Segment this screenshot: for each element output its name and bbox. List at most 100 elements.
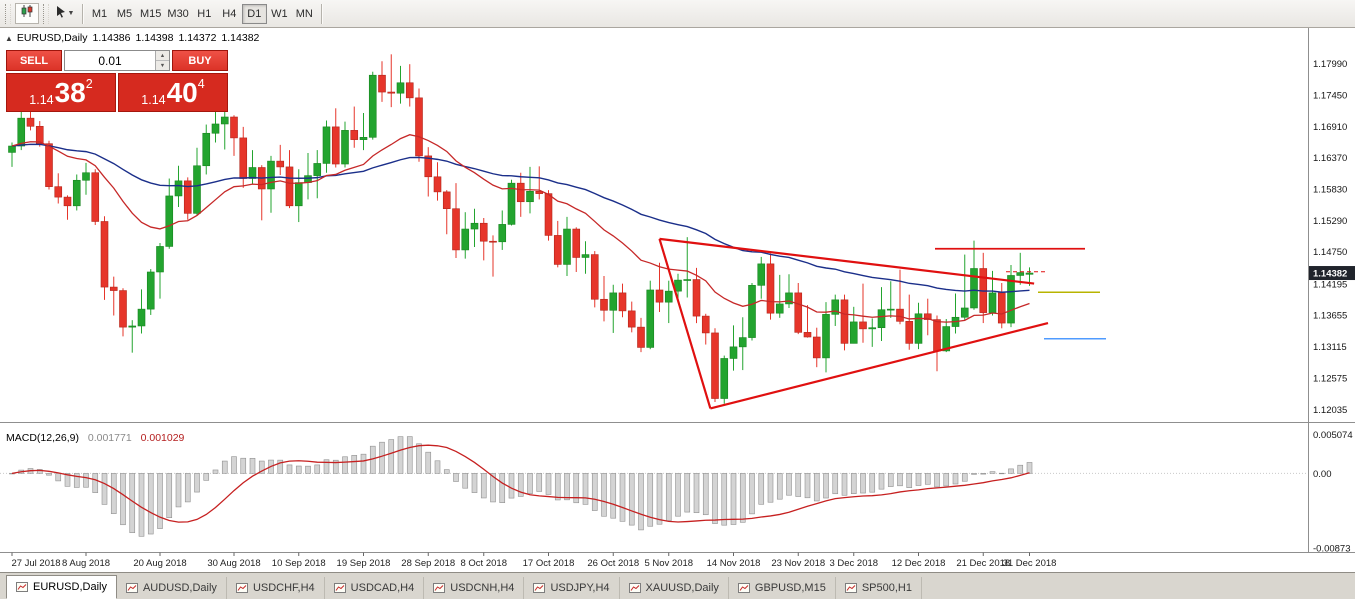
svg-text:30 Aug 2018: 30 Aug 2018 <box>207 558 260 569</box>
sell-price-pip: 2 <box>85 77 93 91</box>
svg-text:5 Nov 2018: 5 Nov 2018 <box>644 558 693 569</box>
volume-down-button[interactable]: ▼ <box>156 61 169 70</box>
svg-text:17 Oct 2018: 17 Oct 2018 <box>523 558 575 569</box>
svg-text:1.14750: 1.14750 <box>1313 247 1347 258</box>
trend-objects <box>658 237 1106 410</box>
svg-text:1.12575: 1.12575 <box>1313 373 1347 384</box>
chart-tab-label: XAUUSD,Daily <box>645 582 719 594</box>
ma-lines <box>11 134 1030 323</box>
chart-tab-icon <box>737 583 750 593</box>
price-axis: 1.17990 1.17450 1.16910 1.16370 1.15830 1.152… <box>1313 59 1353 554</box>
chart-tab-label: USDCAD,H4 <box>350 582 415 594</box>
cursor-tool-icon <box>56 5 67 23</box>
price-chart[interactable]: 1.17990 1.17450 1.16910 1.16370 1.15830 1.152… <box>0 28 1355 572</box>
sell-button[interactable]: SELL <box>6 50 62 71</box>
chart-tab-icon <box>533 583 546 593</box>
toolbar-separator <box>320 3 322 24</box>
svg-text:8 Oct 2018: 8 Oct 2018 <box>461 558 507 569</box>
chart-tab-usdjpy[interactable]: USDJPY,H4 <box>524 577 620 599</box>
dropdown-caret-icon: ▼ <box>67 10 75 17</box>
buy-price-prefix: 1.14 <box>141 93 166 107</box>
chart-tab-icon <box>433 583 446 593</box>
timeframe-button-H4[interactable]: H4 <box>222 7 237 20</box>
one-click-trading-panel: SELL 0.01 ▲ ▼ BUY 1.14 38 2 1.14 <box>6 50 228 112</box>
svg-text:27 Jul 2018: 27 Jul 2018 <box>11 558 60 569</box>
toolbar-grip[interactable] <box>5 3 11 24</box>
svg-text:12 Dec 2018: 12 Dec 2018 <box>892 558 946 569</box>
svg-text:23 Nov 2018: 23 Nov 2018 <box>771 558 825 569</box>
chart-tab-icon <box>333 583 346 593</box>
timeframe-button-H1[interactable]: H1 <box>197 7 212 20</box>
timeframe-button-M30[interactable]: M30 <box>167 7 189 20</box>
buy-price-box[interactable]: 1.14 40 4 <box>118 73 228 112</box>
one-click-collapse-icon[interactable]: ▲ <box>5 33 13 43</box>
toolbar-grip[interactable] <box>43 3 49 24</box>
chart-symbol-label: EURUSD,Daily <box>16 32 88 44</box>
chart-tab-icon <box>16 582 28 592</box>
chart-tab-usdcnh[interactable]: USDCNH,H4 <box>424 577 525 599</box>
buy-button[interactable]: BUY <box>172 50 228 71</box>
chart-tab-bar: EURUSD,Daily AUDUSD,Daily USDCHF,H4 USDCAD,… <box>0 572 1355 599</box>
sell-price-prefix: 1.14 <box>29 93 54 107</box>
volume-value: 0.01 <box>98 53 122 68</box>
chart-tab-icon <box>125 583 138 593</box>
chart-toolbar: ▼ M1 M5 M15 M30 H1 H4 D1 W1 MN <box>0 0 1355 28</box>
svg-text:28 Sep 2018: 28 Sep 2018 <box>401 558 455 569</box>
volume-spinner: ▲ ▼ <box>155 51 169 70</box>
svg-text:1.16910: 1.16910 <box>1313 122 1347 133</box>
buy-price-pip: 4 <box>197 77 205 91</box>
chart-frame <box>0 28 1355 553</box>
toolbar-separator <box>82 3 83 24</box>
chart-tab-icon <box>235 583 248 593</box>
chart-tab-label: SP500,H1 <box>861 582 912 594</box>
chart-tab-xauusd[interactable]: XAUUSD,Daily <box>620 577 729 599</box>
chart-tab-label: USDJPY,H4 <box>550 582 610 594</box>
svg-text:14 Nov 2018: 14 Nov 2018 <box>707 558 761 569</box>
cursor-tool-button[interactable]: ▼ <box>53 3 77 24</box>
chart-tab-usdchf[interactable]: USDCHF,H4 <box>227 577 325 599</box>
svg-text:0.005074: 0.005074 <box>1313 430 1353 441</box>
ohlc-high: 1.14398 <box>135 32 174 44</box>
volume-up-button[interactable]: ▲ <box>156 51 169 61</box>
timeframe-button-MN[interactable]: MN <box>295 7 313 20</box>
svg-text:1.12035: 1.12035 <box>1313 405 1347 416</box>
chart-tab-label: GBPUSD,M15 <box>754 582 826 594</box>
svg-text:1.14195: 1.14195 <box>1313 279 1347 290</box>
buy-price-big: 40 <box>166 77 198 108</box>
timeframe-button-W1[interactable]: W1 <box>271 7 288 20</box>
chart-window: 1.17990 1.17450 1.16910 1.16370 1.15830 1.152… <box>0 28 1355 572</box>
sell-price-big: 38 <box>54 77 86 108</box>
ohlc-close: 1.14382 <box>221 32 260 44</box>
svg-text:-0.00873: -0.00873 <box>1313 544 1351 555</box>
timeframe-button-D1[interactable]: D1 <box>241 3 267 24</box>
svg-text:1.17990: 1.17990 <box>1313 59 1347 70</box>
chart-tab-usdcad[interactable]: USDCAD,H4 <box>325 577 425 599</box>
svg-text:1.15830: 1.15830 <box>1313 184 1347 195</box>
svg-text:0.00: 0.00 <box>1313 469 1332 480</box>
timeframe-button-group: M1 M5 M15 M30 H1 H4 D1 W1 MN <box>87 3 317 24</box>
macd-indicator-label: MACD(12,26,9) 0.001771 0.001029 <box>6 432 184 444</box>
chart-tab-gbpusd[interactable]: GBPUSD,M15 <box>729 577 836 599</box>
chart-tab-label: USDCNH,H4 <box>450 582 515 594</box>
volume-field[interactable]: 0.01 ▲ ▼ <box>64 50 170 71</box>
svg-text:19 Sep 2018: 19 Sep 2018 <box>337 558 391 569</box>
timeframe-button-M5[interactable]: M5 <box>116 7 133 20</box>
svg-text:1.14382: 1.14382 <box>1313 269 1347 280</box>
timeframe-button-M15[interactable]: M15 <box>140 7 162 20</box>
candles-layer <box>8 54 1034 404</box>
svg-text:26 Oct 2018: 26 Oct 2018 <box>587 558 639 569</box>
svg-text:21 Dec 2018: 21 Dec 2018 <box>956 558 1010 569</box>
chart-tab-label: AUDUSD,Daily <box>142 582 217 594</box>
candlestick-chart-button[interactable] <box>15 3 39 24</box>
sell-price-box[interactable]: 1.14 38 2 <box>6 73 116 112</box>
svg-text:1.16370: 1.16370 <box>1313 153 1347 164</box>
price-badge: 1.14382 <box>1309 266 1355 281</box>
chart-tab-eurusd[interactable]: EURUSD,Daily <box>6 575 117 599</box>
chart-tab-audusd[interactable]: AUDUSD,Daily <box>117 577 227 599</box>
timeframe-button-M1[interactable]: M1 <box>91 7 108 20</box>
chart-tab-label: USDCHF,H4 <box>252 582 315 594</box>
time-axis: 27 Jul 2018 8 Aug 2018 20 Aug 2018 30 Aug 2… <box>11 552 1056 569</box>
svg-text:1.13655: 1.13655 <box>1313 311 1347 322</box>
chart-tab-sp500[interactable]: SP500,H1 <box>836 577 922 599</box>
